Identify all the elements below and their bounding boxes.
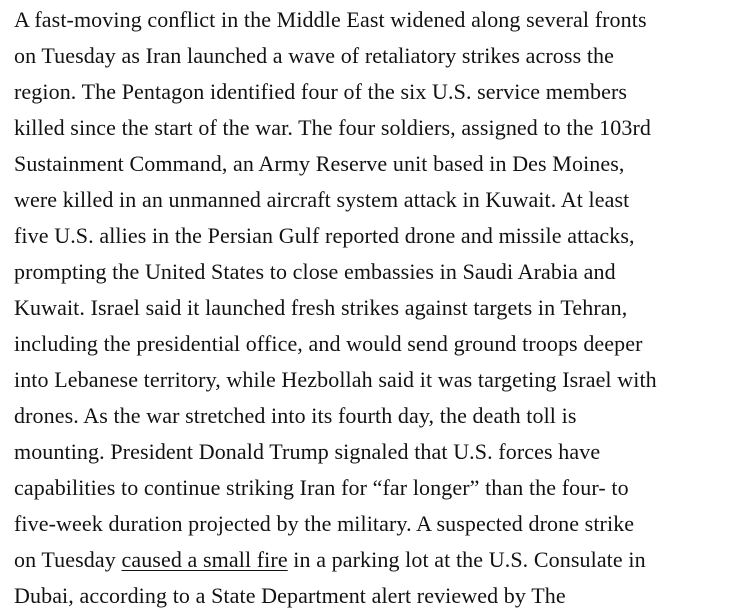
paragraph-line: were killed in an unmanned aircraft syst… — [14, 187, 630, 212]
paragraph-line: capabilities to continue striking Iran f… — [14, 475, 629, 500]
paragraph-line: Dubai, according to a State Department a… — [14, 583, 566, 608]
paragraph-line: five U.S. allies in the Persian Gulf rep… — [14, 223, 635, 248]
caused-small-fire-link[interactable]: caused a small fire — [121, 547, 288, 572]
paragraph-line: Sustainment Command, an Army Reserve uni… — [14, 151, 625, 176]
paragraph-line: into Lebanese territory, while Hezbollah… — [14, 367, 657, 392]
paragraph-line: including the presidential office, and w… — [14, 331, 643, 356]
paragraph-line: drones. As the war stretched into its fo… — [14, 403, 577, 428]
paragraph-line: A fast-moving conflict in the Middle Eas… — [14, 7, 647, 32]
paragraph-line: five-week duration projected by the mili… — [14, 511, 635, 536]
paragraph-line-with-link: on Tuesday caused a small fire in a park… — [14, 542, 742, 578]
paragraph-text: in a parking lot at the U.S. Consulate i… — [287, 547, 646, 572]
paragraph-line: Kuwait. Israel said it launched fresh st… — [14, 295, 628, 320]
paragraph-line: prompting the United States to close emb… — [14, 259, 616, 284]
paragraph-line: region. The Pentagon identified four of … — [14, 79, 628, 104]
paragraph-text: on Tuesday — [14, 547, 122, 572]
paragraph-line: killed since the start of the war. The f… — [14, 115, 652, 140]
paragraph-line: on Tuesday as Iran launched a wave of re… — [14, 43, 615, 68]
paragraph-line: mounting. President Donald Trump signale… — [14, 439, 601, 464]
